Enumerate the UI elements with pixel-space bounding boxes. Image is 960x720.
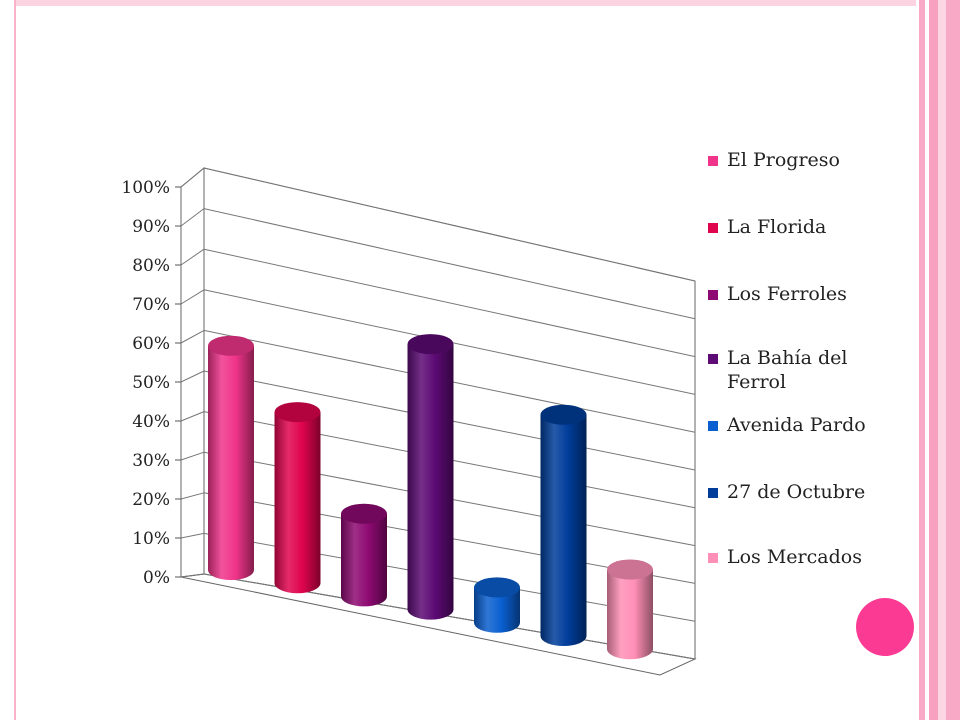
legend-item: Los Ferroles bbox=[708, 282, 897, 306]
side-gridline bbox=[180, 329, 205, 344]
y-tick-label: 40% bbox=[132, 412, 170, 432]
side-gridline bbox=[180, 248, 205, 266]
bar-body bbox=[607, 569, 653, 660]
legend-swatch bbox=[708, 488, 718, 498]
side-gridline bbox=[180, 411, 205, 422]
legend-item: 27 de Octubre bbox=[708, 480, 897, 504]
gridline bbox=[203, 167, 696, 282]
side-gridline bbox=[180, 573, 205, 578]
legend-label: Los Mercados bbox=[727, 546, 862, 568]
bar-top bbox=[540, 404, 587, 425]
bar bbox=[540, 404, 587, 647]
side-gridline bbox=[180, 532, 205, 539]
y-tick-label: 10% bbox=[132, 529, 170, 549]
legend-label: 27 de Octubre bbox=[727, 481, 866, 503]
bar bbox=[208, 335, 254, 580]
slide-frame-right bbox=[916, 0, 960, 720]
y-tick-label: 70% bbox=[132, 295, 170, 315]
side-gridline bbox=[180, 370, 205, 383]
legend-item: Avenida Pardo bbox=[708, 413, 897, 437]
legend-label: La Florida bbox=[727, 216, 827, 238]
bar-top bbox=[341, 503, 387, 524]
legend-swatch bbox=[708, 553, 718, 563]
bar-top bbox=[274, 402, 321, 423]
side-gridline bbox=[180, 451, 205, 461]
bar-top bbox=[407, 334, 454, 355]
slide-frame-left bbox=[0, 0, 16, 720]
legend-swatch bbox=[708, 223, 718, 233]
bar-top bbox=[208, 335, 254, 356]
chart-bars bbox=[208, 334, 653, 660]
legend-item: La Florida bbox=[708, 215, 897, 239]
bar-body bbox=[474, 587, 520, 633]
bar bbox=[607, 559, 653, 660]
y-tick-label: 0% bbox=[143, 568, 170, 588]
gridline bbox=[203, 248, 696, 358]
y-tick-label: 90% bbox=[132, 217, 170, 237]
bar-body bbox=[208, 345, 254, 580]
legend-label: Los Ferroles bbox=[727, 283, 847, 305]
bar bbox=[407, 334, 454, 620]
y-tick-label: 60% bbox=[132, 334, 170, 354]
y-tick-label: 80% bbox=[132, 256, 170, 276]
side-gridline bbox=[180, 492, 205, 500]
bar-body bbox=[341, 513, 387, 607]
bar-body bbox=[540, 414, 587, 647]
y-axis-ticks: 0% 10% 20% 30% 40% 50% 60% 70% 80% 90% 100% bbox=[121, 178, 181, 588]
bar-body bbox=[407, 344, 454, 620]
bar bbox=[341, 503, 387, 607]
legend-item: La Bahía del Ferrol bbox=[708, 346, 897, 394]
legend-swatch bbox=[708, 354, 718, 364]
bar bbox=[274, 402, 321, 594]
bar-body bbox=[274, 412, 321, 594]
legend-label: Avenida Pardo bbox=[727, 414, 866, 436]
y-tick-label: 20% bbox=[132, 490, 170, 510]
gridline bbox=[203, 208, 696, 320]
side-gridline bbox=[180, 167, 205, 188]
side-gridline bbox=[180, 289, 205, 305]
side-gridline bbox=[180, 208, 205, 227]
legend-swatch bbox=[708, 421, 718, 431]
y-tick-label: 50% bbox=[132, 373, 170, 393]
legend-item: Los Mercados bbox=[708, 545, 897, 569]
legend-swatch bbox=[708, 290, 718, 300]
bar bbox=[474, 577, 520, 633]
bar-top bbox=[607, 559, 653, 580]
y-tick-label: 30% bbox=[132, 451, 170, 471]
legend-label: La Bahía del Ferrol bbox=[727, 347, 848, 393]
legend-swatch bbox=[708, 156, 718, 166]
bar-top bbox=[474, 577, 520, 598]
slide-frame-top bbox=[0, 0, 960, 6]
accent-circle bbox=[856, 598, 914, 656]
legend-label: El Progreso bbox=[727, 149, 840, 171]
legend-item: El Progreso bbox=[708, 148, 897, 172]
y-tick-label: 100% bbox=[121, 178, 170, 198]
